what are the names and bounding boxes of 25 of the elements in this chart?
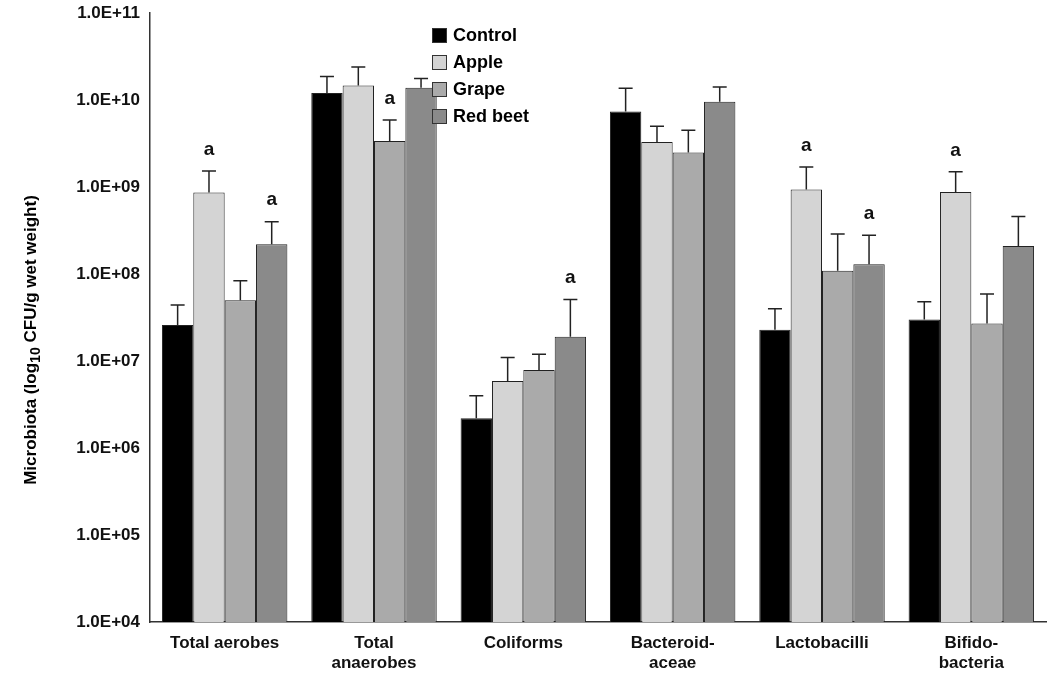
x-tick-label: Lactobacilli bbox=[775, 632, 869, 652]
y-tick-label: 1.0E+11 bbox=[77, 2, 140, 22]
y-tick-label: 1.0E+07 bbox=[76, 350, 140, 370]
y-tick-label: 1.0E+06 bbox=[76, 437, 140, 457]
data-label: a bbox=[266, 188, 278, 210]
y-tick-label: 1.0E+10 bbox=[76, 89, 140, 109]
x-tick-label: Total anaerobes bbox=[331, 632, 417, 673]
legend-label: Apple bbox=[453, 52, 504, 73]
y-tick-label: 1.0E+04 bbox=[76, 611, 141, 631]
y-tick-label: 1.0E+05 bbox=[76, 524, 140, 544]
y-tick-label: 1.0E+08 bbox=[76, 263, 140, 283]
data-label: a bbox=[203, 137, 215, 159]
data-label: a bbox=[565, 266, 577, 288]
data-label: a bbox=[801, 133, 813, 155]
data-label: a bbox=[950, 138, 962, 160]
legend-label: Red beet bbox=[453, 106, 530, 127]
x-tick-label: Bifido- bacteria bbox=[938, 632, 1005, 673]
x-tick-label: Bacteroid- aceae bbox=[630, 632, 715, 673]
data-label: a bbox=[384, 86, 396, 108]
legend-label: Control bbox=[453, 25, 517, 46]
y-tick-label: 1.0E+09 bbox=[76, 176, 140, 196]
x-tick-label: Coliforms bbox=[483, 632, 564, 652]
legend-label: Grape bbox=[453, 79, 506, 100]
x-tick-label: Total aerobes bbox=[170, 632, 280, 652]
data-label: a bbox=[863, 201, 875, 223]
